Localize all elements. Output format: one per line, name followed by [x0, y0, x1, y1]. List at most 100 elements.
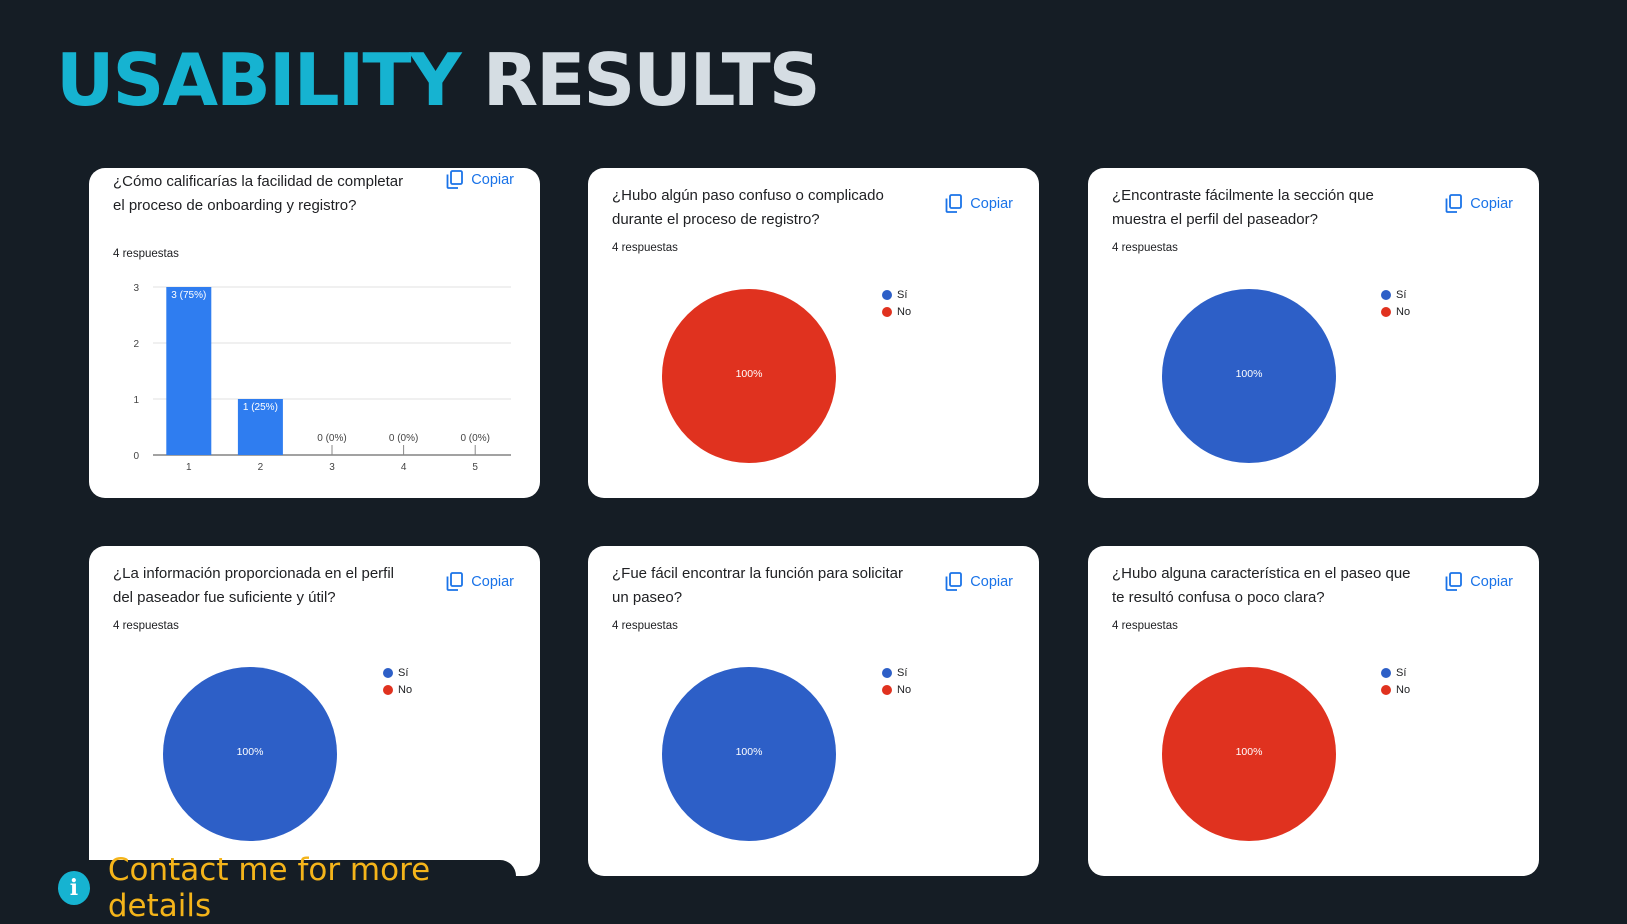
y-tick-label: 2 [133, 339, 139, 350]
y-tick-label: 0 [133, 451, 139, 462]
response-count: 4 respuestas [1112, 620, 1178, 632]
card-walker-profile-info: ¿La información proporcionada en el perf… [89, 546, 540, 876]
legend-item-no: No [1381, 682, 1410, 700]
legend-label: No [398, 684, 413, 697]
copy-button[interactable]: Copiar [446, 572, 514, 591]
bar [166, 287, 212, 455]
copy-label: Copiar [471, 171, 514, 188]
legend-item-no: No [882, 304, 911, 322]
legend-dot-si [882, 289, 892, 300]
legend-label: Sí [897, 288, 908, 301]
legend-label: No [1396, 306, 1411, 319]
pie-chart: 100% [662, 667, 836, 841]
legend-dot-si [1381, 289, 1391, 300]
legend-dot-si [383, 667, 393, 678]
card-onboarding-rating: ¿Cómo calificarías la facilidad de compl… [89, 168, 540, 498]
copy-button[interactable]: Copiar [446, 170, 514, 189]
bar-data-label: 0 (0%) [389, 433, 418, 444]
copy-icon [1445, 572, 1463, 591]
legend-label: Sí [1396, 666, 1407, 679]
legend-label: No [1396, 684, 1411, 697]
legend-item-si: Sí [383, 664, 412, 682]
x-tick-label: 2 [258, 462, 264, 473]
copy-button[interactable]: Copiar [945, 194, 1013, 213]
legend-dot-si [1381, 667, 1391, 678]
x-tick-label: 1 [186, 462, 192, 473]
legend-dot-no [882, 307, 892, 318]
legend-item-no: No [383, 682, 412, 700]
legend-label: No [897, 306, 912, 319]
legend-dot-si [882, 667, 892, 678]
pie-slice-label: 100% [1235, 746, 1263, 758]
legend: Sí No [1381, 286, 1410, 321]
response-count: 4 respuestas [113, 620, 179, 632]
legend-dot-no [1381, 685, 1391, 696]
copy-icon [945, 194, 963, 213]
bar-data-label: 3 (75%) [171, 290, 206, 301]
copy-label: Copiar [970, 573, 1013, 590]
contact-banner[interactable]: i Contact me for more details [46, 852, 516, 924]
info-icon: i [58, 871, 90, 905]
legend-item-no: No [1381, 304, 1410, 322]
y-tick-label: 3 [133, 283, 139, 294]
pie-chart: 100% [662, 289, 836, 463]
card-confusing-feature: ¿Hubo alguna característica en el paseo … [1088, 546, 1539, 876]
legend-label: Sí [398, 666, 409, 679]
page-title: USABILITY RESULTS [56, 44, 821, 116]
copy-icon [1445, 194, 1463, 213]
pie-chart: 100% [1162, 289, 1336, 463]
legend: Sí No [1381, 664, 1410, 699]
copy-button[interactable]: Copiar [1445, 572, 1513, 591]
pie-chart: 100% [1162, 667, 1336, 841]
legend-item-si: Sí [1381, 286, 1410, 304]
question-text: ¿Cómo calificarías la facilidad de compl… [113, 173, 404, 214]
pie-chart: 100% [163, 667, 337, 841]
x-tick-label: 5 [472, 462, 478, 473]
legend: Sí No [383, 664, 412, 699]
pie-slice-label: 100% [735, 368, 763, 380]
pie-slice-label: 100% [735, 746, 763, 758]
copy-label: Copiar [1470, 573, 1513, 590]
copy-icon [446, 572, 464, 591]
copy-label: Copiar [471, 573, 514, 590]
title-rest: RESULTS [482, 38, 821, 122]
card-confusing-step: ¿Hubo algún paso confuso o complicado du… [588, 168, 1039, 498]
legend-dot-no [383, 685, 393, 696]
card-request-walk: ¿Fue fácil encontrar la función para sol… [588, 546, 1039, 876]
legend-dot-no [882, 685, 892, 696]
legend: Sí No [882, 664, 911, 699]
copy-button[interactable]: Copiar [945, 572, 1013, 591]
legend-dot-no [1381, 307, 1391, 318]
contact-text: Contact me for more details [107, 852, 431, 924]
response-count: 4 respuestas [612, 620, 678, 632]
question-text: ¿La información proporcionada en el perf… [113, 565, 394, 606]
pie-slice-label: 100% [1235, 368, 1263, 380]
x-tick-label: 4 [401, 462, 407, 473]
question-text: ¿Fue fácil encontrar la función para sol… [612, 565, 903, 606]
x-tick-label: 3 [329, 462, 335, 473]
bar-chart: 0 1 2 3 3 (75%) 1 1 (25%) 2 0 (0%) 3 0 (0%) 4 0 (0%)… [133, 283, 511, 473]
copy-label: Copiar [970, 195, 1013, 212]
copy-button[interactable]: Copiar [1445, 194, 1513, 213]
copy-label: Copiar [1470, 195, 1513, 212]
copy-icon [945, 572, 963, 591]
legend-item-si: Sí [882, 664, 911, 682]
legend: Sí No [882, 286, 911, 321]
legend-item-si: Sí [1381, 664, 1410, 682]
y-tick-label: 1 [133, 395, 139, 406]
bar-data-label: 0 (0%) [317, 433, 346, 444]
bar [237, 399, 283, 455]
legend-item-si: Sí [882, 286, 911, 304]
legend-item-no: No [882, 682, 911, 700]
legend-label: Sí [1396, 288, 1407, 301]
question-text: ¿Hubo algún paso confuso o complicado du… [612, 187, 884, 228]
response-count: 4 respuestas [612, 242, 678, 254]
bar-data-label: 0 (0%) [460, 433, 489, 444]
bar-data-label: 1 (25%) [243, 402, 278, 413]
question-text: ¿Encontraste fácilmente la sección que m… [1112, 187, 1374, 228]
copy-icon [446, 170, 464, 189]
legend-label: No [897, 684, 912, 697]
response-count: 4 respuestas [1112, 242, 1178, 254]
card-walker-profile-section: ¿Encontraste fácilmente la sección que m… [1088, 168, 1539, 498]
legend-label: Sí [897, 666, 908, 679]
